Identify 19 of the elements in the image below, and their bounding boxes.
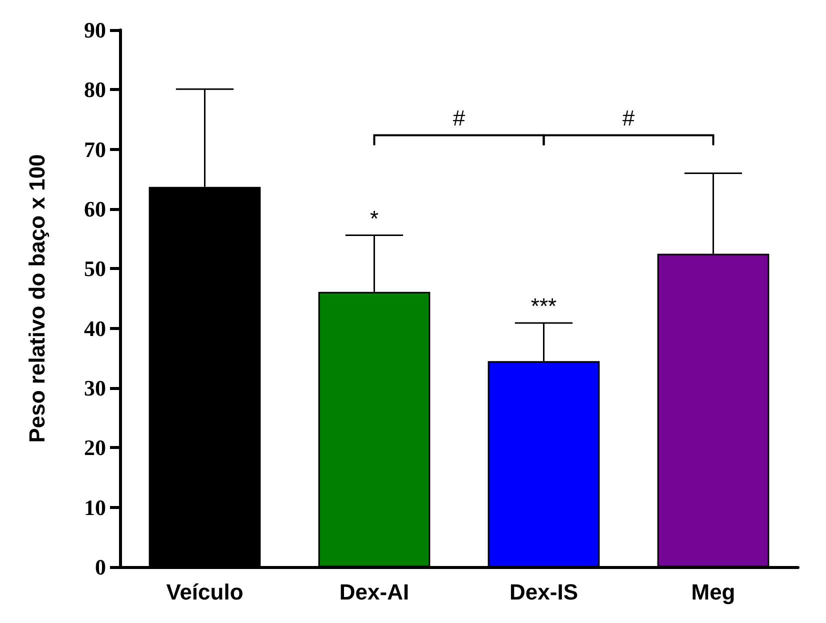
y-tick-label: 80 — [84, 77, 106, 102]
y-tick-label: 30 — [84, 376, 106, 400]
x-tick-label: Meg — [691, 580, 736, 604]
y-tick-label: 0 — [95, 554, 106, 580]
y-axis-title: Peso relativo do baço x 100 — [24, 154, 50, 443]
x-tick-label: Dex-IS — [510, 580, 578, 604]
y-tick-label: 40 — [84, 316, 106, 341]
y-tick-label: 20 — [84, 435, 106, 460]
annotation: * — [370, 206, 379, 231]
annotation: # — [622, 106, 636, 131]
y-tick-label: 60 — [84, 196, 106, 222]
y-tick-label: 90 — [84, 18, 106, 42]
annotation: *** — [530, 293, 558, 318]
y-tick-label: 70 — [84, 136, 106, 162]
y-tick-label: 10 — [84, 494, 106, 520]
x-tick-label: Dex-AI — [339, 580, 410, 604]
x-tick-label: Veículo — [166, 580, 244, 604]
y-tick-label: 50 — [84, 256, 106, 282]
annotation: # — [452, 106, 466, 131]
